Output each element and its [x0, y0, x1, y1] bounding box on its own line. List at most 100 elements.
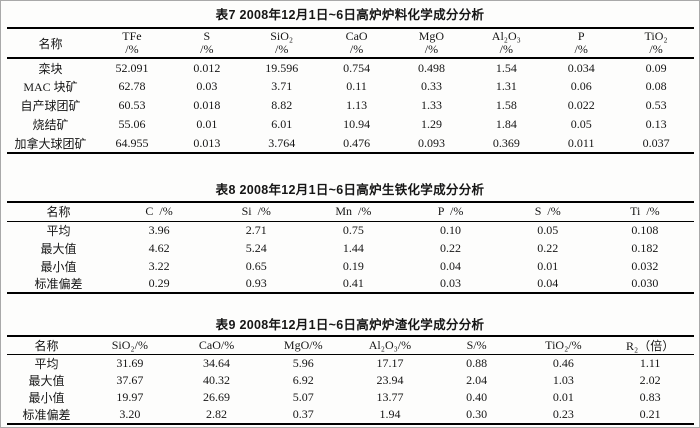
cell-value: 19.596 [265, 60, 299, 75]
column-header: P/% [544, 28, 619, 58]
table-row: 平均 3.96 2.71 0.75 0.10 0.05 0.108 [7, 221, 694, 239]
cell-value: 3.20 [119, 407, 141, 421]
header-row: 名称 TFe/% S/% SiO₂/% CaO/% MgO/% Al₂O₃/% … [6, 28, 694, 58]
table-body: 平均 3.96 2.71 0.75 0.10 0.05 0.108 最大值 4.62 5.24 1.… [7, 221, 694, 293]
cell-value: 3.764 [268, 135, 296, 150]
cell-value: 0.01 [196, 117, 218, 131]
cell-value: 0.33 [420, 79, 442, 93]
cell-value: 52.091 [115, 60, 149, 75]
cell-value: 5.24 [245, 240, 267, 255]
cell-value: 0.01 [552, 390, 574, 404]
header-unit: /% [649, 42, 663, 56]
header-unit: /% [424, 42, 439, 56]
column-header: CaO/% [319, 28, 394, 58]
cell-value: 3.22 [148, 258, 170, 273]
header-symbol: MgO [418, 29, 445, 43]
cell-value: 0.108 [631, 222, 659, 237]
cell-value: 0.182 [631, 240, 659, 255]
row-label: 平均 [34, 357, 59, 371]
cell-value: 0.032 [631, 258, 659, 273]
column-header: Al₂O₃/% [368, 338, 412, 352]
column-header: R₂（倍） [626, 339, 675, 353]
column-header: MgO/% [283, 338, 323, 352]
cell-value: 1.11 [639, 356, 661, 370]
cell-value: 2.82 [206, 407, 228, 421]
column-header: Al₂O₃/% [469, 28, 544, 58]
row-label: 最小值 [28, 391, 65, 405]
cell-value: 26.69 [203, 390, 231, 404]
cell-value: 0.08 [645, 79, 667, 93]
column-header: C /% [145, 204, 173, 219]
cell-value: 19.97 [116, 390, 144, 404]
row-label: 标准偏差 [34, 277, 83, 291]
cell-value: 0.65 [245, 258, 267, 273]
cell-value: 3.96 [148, 222, 170, 237]
cell-value: 0.093 [417, 135, 445, 150]
header-unit: /% [275, 42, 289, 56]
cell-value: 10.94 [343, 117, 371, 131]
cell-value: 23.94 [376, 373, 404, 387]
cell-value: 6.92 [292, 373, 314, 387]
cell-value: 0.018 [193, 98, 221, 112]
cell-value: 6.01 [271, 117, 293, 131]
column-header: Mn /% [335, 204, 372, 219]
table-row: 栾块 52.091 0.012 19.596 0.754 0.498 1.54 0.034 0.… [7, 58, 694, 77]
header-symbol: TiO₂ [644, 29, 668, 43]
cell-value: 5.96 [292, 356, 314, 370]
header-unit: /% [200, 42, 214, 56]
cell-value: 2.04 [466, 373, 488, 387]
table-row: 自产球团矿 60.53 0.018 8.82 1.13 1.33 1.58 0.022 0.53 [7, 96, 694, 115]
cell-value: 0.29 [148, 276, 170, 290]
table-row: 平均 31.69 34.64 5.96 17.17 0.88 0.46 1.11 [7, 355, 694, 373]
table7-caption: 表7 2008年12月1日~6日高炉炉料化学成分分析 [215, 8, 485, 22]
cell-value: 1.33 [420, 98, 442, 112]
cell-value: 1.94 [379, 407, 401, 421]
column-header: SiO₂/% [244, 28, 319, 58]
cell-value: 0.53 [645, 98, 667, 112]
cell-value: 55.06 [118, 117, 146, 131]
cell-value: 0.498 [417, 60, 445, 75]
cell-value: 0.22 [440, 240, 462, 255]
header-symbol: S [203, 29, 211, 43]
slag-table: 名称 SiO₂/% CaO/% MgO/% Al₂O₃/% S/% TiO₂/%… [6, 335, 694, 425]
pig-iron-table: 名称 C /% Si /% Mn /% P /% S /% Ti /% 平均 3.… [6, 201, 694, 294]
cell-value: 1.31 [495, 79, 517, 93]
cell-value: 0.46 [552, 356, 574, 370]
column-header: Si /% [241, 204, 271, 219]
cell-value: 1.58 [495, 98, 517, 112]
cell-value: 0.83 [639, 390, 661, 404]
header-unit: /% [125, 42, 139, 56]
cell-value: 1.29 [420, 117, 442, 131]
column-header: S /% [534, 204, 561, 219]
cell-value: 0.93 [245, 276, 267, 290]
cell-value: 0.05 [537, 222, 559, 237]
column-header: MgO/% [394, 28, 469, 58]
row-label: 最小值 [40, 259, 77, 274]
header-symbol: TFe [122, 29, 142, 43]
table-row: 标准偏差 0.29 0.93 0.41 0.03 0.04 0.030 [7, 275, 694, 293]
cell-value: 37.67 [116, 373, 144, 387]
cell-value: 31.69 [116, 356, 144, 370]
cell-value: 0.754 [343, 60, 371, 75]
table-row: 标准偏差 3.20 2.82 0.37 1.94 0.30 0.23 0.21 [7, 406, 694, 424]
row-label: 最大值 [28, 374, 65, 388]
column-header: S/% [466, 338, 487, 352]
cell-value: 0.013 [193, 135, 221, 150]
row-label: MAC 块矿 [23, 80, 78, 94]
table-row: 最大值 4.62 5.24 1.44 0.22 0.22 0.182 [7, 239, 694, 257]
table9-caption: 表9 2008年12月1日~6日高炉炉渣化学成分分析 [215, 318, 485, 332]
cell-value: 4.62 [148, 240, 170, 255]
cell-value: 0.22 [537, 240, 559, 255]
header-unit: /% [349, 42, 364, 56]
table-row: 加拿大球团矿 64.955 0.013 3.764 0.476 0.093 0.369 0.0… [7, 134, 694, 153]
cell-value: 0.21 [639, 407, 661, 421]
cell-value: 1.44 [342, 240, 364, 255]
cell-value: 5.07 [292, 390, 314, 404]
row-label: 自产球团矿 [20, 99, 81, 113]
cell-value: 0.476 [343, 135, 371, 150]
cell-value: 0.03 [440, 276, 462, 290]
cell-value: 0.40 [466, 390, 488, 404]
cell-value: 17.17 [376, 356, 404, 370]
cell-value: 64.955 [115, 135, 149, 150]
